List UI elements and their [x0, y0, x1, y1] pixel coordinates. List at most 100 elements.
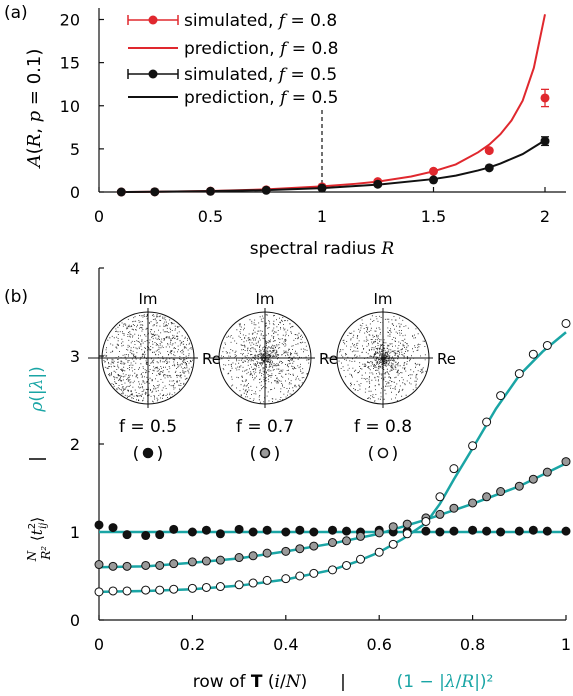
panel-a-ylabel: A(R, p = 0.1)	[24, 49, 45, 170]
panel-b-data-point	[561, 526, 571, 536]
panel-b-plot-area	[94, 318, 571, 597]
eigenvalue-insets: Im Re f = 0.5 () Im Re f = 0.7 () Im Re f = 0.8 ()	[88, 290, 456, 464]
panel-b-data-point	[374, 528, 384, 538]
panel-b-data-point	[542, 340, 552, 350]
panel-a-data-point	[150, 187, 160, 197]
panel-b-data-point	[141, 585, 151, 595]
inset-marker-close-paren: )	[274, 444, 281, 464]
panel-a-data-point	[429, 175, 438, 185]
panel-b-data-point	[281, 546, 291, 556]
panel-b-xlabel-radius: (1 − |λ/R|)²	[397, 672, 494, 692]
panel-b-data-point	[262, 548, 272, 558]
inset-marker-symbol	[259, 447, 271, 459]
panel-b-ylabel: NR² ⟨t2ij⟩ | ρ(|λ|)	[25, 366, 53, 562]
panel-b-data-point	[234, 580, 244, 590]
inset-re-label: Re	[319, 350, 338, 368]
panel-a-data-point	[540, 136, 550, 146]
panel-a-data-point	[373, 179, 383, 189]
panel-b: (b) NR² ⟨t2ij⟩ | ρ(|λ|) row of T (i/N) |…	[4, 259, 571, 692]
panel-b-data-point	[281, 574, 291, 584]
panel-b-data-point	[388, 539, 398, 549]
panel-b-y-tick-label: 4	[70, 259, 80, 278]
panel-b-data-point	[374, 547, 384, 557]
panel-b-data-point	[402, 519, 412, 529]
panel-b-data-point	[234, 524, 244, 534]
inset-marker-close-paren: )	[157, 444, 164, 464]
panel-b-data-point	[402, 529, 412, 539]
panel-b-data-point	[169, 524, 179, 534]
panel-b-data-point	[108, 586, 118, 596]
panel-b-data-point	[309, 568, 319, 578]
panel-b-data-point	[94, 520, 104, 530]
panel-b-data-point	[388, 522, 398, 532]
panel-b-data-point	[449, 526, 459, 536]
panel-a-x-tick-label: 2	[540, 207, 550, 226]
panel-b-data-point	[169, 584, 179, 594]
panel-b-data-point	[342, 560, 352, 570]
panel-b-data-point	[295, 544, 305, 554]
panel-a-label: (a)	[4, 3, 28, 23]
panel-b-data-point	[141, 531, 151, 541]
panel-b-data-point	[528, 349, 538, 359]
panel-b-x-tick-label: 1	[561, 635, 571, 654]
panel-a-data-point	[540, 93, 550, 103]
panel-b-data-point	[169, 559, 179, 569]
panel-b-data-point	[342, 536, 352, 546]
inset-im-label: Im	[138, 290, 157, 308]
panel-b-data-point	[449, 464, 459, 474]
panel-b-x-tick-label: 0.6	[366, 635, 391, 654]
panel-a-y-tick-label: 10	[60, 97, 80, 116]
panel-b-data-point	[155, 585, 165, 595]
panel-b-data-point	[421, 516, 431, 526]
panel-b-data-point	[356, 531, 366, 541]
inset-marker-open-paren: (	[250, 444, 257, 464]
panel-a-data-point	[261, 185, 271, 195]
panel-b-data-point	[449, 503, 459, 513]
panel-b-data-point	[496, 391, 506, 401]
legend-item-simulated-f08: simulated, f = 0.8	[127, 11, 337, 31]
panel-b-data-point	[496, 527, 506, 537]
panel-b-x-tick-label: 0	[94, 635, 104, 654]
panel-b-data-point	[122, 561, 132, 571]
panel-b-data-point	[295, 571, 305, 581]
legend-item-simulated-f05: simulated, f = 0.5	[127, 65, 337, 85]
panel-a-y-tick-label: 5	[70, 140, 80, 159]
panel-b-data-point	[281, 527, 291, 537]
panel-a-data-point	[484, 163, 494, 173]
legend-label-prediction-f08: prediction, f = 0.8	[184, 39, 339, 59]
panel-b-data-point	[248, 527, 258, 537]
legend-label-prediction-f05: prediction, f = 0.5	[184, 88, 339, 108]
panel-b-data-point	[248, 578, 258, 588]
panel-b-xlabel: row of T (i/N) | (1 − |λ/R|)²	[193, 672, 494, 692]
panel-b-data-point	[201, 582, 211, 592]
panel-b-theory-curve	[98, 331, 567, 594]
panel-b-data-point	[187, 583, 197, 593]
panel-b-data-point	[155, 560, 165, 570]
panel-b-y-tick-label: 0	[70, 611, 80, 630]
panel-b-x-tick-label: 0.4	[273, 635, 298, 654]
panel-b-x-tick-label: 0.2	[180, 635, 205, 654]
panel-b-x-tick-label: 0.8	[460, 635, 485, 654]
panel-b-y-tick-label: 3	[70, 347, 80, 366]
inset-marker-close-paren: )	[392, 444, 399, 464]
panel-a-data-point	[116, 187, 126, 197]
panel-b-data-point	[328, 538, 337, 548]
inset-re-label: Re	[202, 350, 221, 368]
panel-b-axes: 0 0.2 0.4 0.6 0.8 1 0 1 2 3 4	[70, 259, 571, 654]
panel-b-ylabel-sep: |	[27, 456, 47, 462]
panel-b-ylabel-density: ρ(|λ|)	[27, 366, 47, 413]
inset-marker-symbol	[377, 447, 389, 459]
inset-f-label: f = 0.5	[119, 417, 177, 437]
panel-b-data-point	[215, 529, 225, 539]
inset-re-label: Re	[437, 350, 456, 368]
panel-b-data-point	[514, 526, 524, 536]
panel-b-xlabel-sep: |	[340, 672, 346, 692]
panel-b-data-point	[155, 530, 165, 540]
panel-a-y-tick-label: 15	[60, 54, 80, 73]
panel-b-data-point	[141, 560, 151, 570]
panel-b-data-point	[94, 587, 104, 597]
legend-label-simulated-f08: simulated, f = 0.8	[184, 11, 337, 31]
inset-f-label: f = 0.7	[236, 417, 294, 437]
panel-b-data-point	[328, 525, 337, 535]
